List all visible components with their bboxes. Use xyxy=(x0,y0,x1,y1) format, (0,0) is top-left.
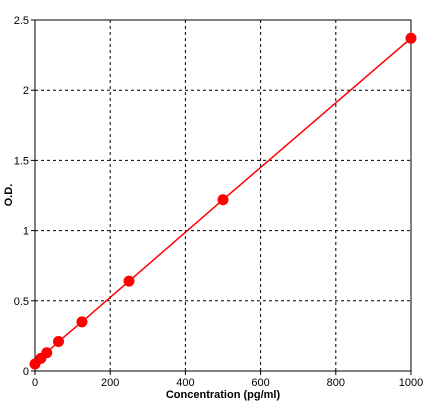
y-tick-label: 0.5 xyxy=(14,296,29,308)
data-point xyxy=(53,336,64,348)
y-axis: 0 0.5 1 1.5 2 2.5 xyxy=(14,15,35,378)
x-tick-label: 200 xyxy=(101,377,119,389)
data-point xyxy=(123,275,135,287)
x-axis: 0 200 400 600 800 1000 xyxy=(32,371,423,389)
y-tick-label: 1.5 xyxy=(14,155,29,167)
y-tick-label: 0 xyxy=(23,366,29,378)
data-point xyxy=(217,194,229,206)
y-tick-label: 1 xyxy=(23,226,29,238)
x-tick-label: 0 xyxy=(32,377,38,389)
data-point xyxy=(76,316,88,328)
x-tick-label: 1000 xyxy=(399,377,423,389)
x-tick-label: 400 xyxy=(176,377,194,389)
x-axis-title: Concentration (pg/ml) xyxy=(166,389,281,401)
x-tick-label: 800 xyxy=(327,377,345,389)
grid xyxy=(35,20,411,371)
x-tick-label: 600 xyxy=(251,377,269,389)
y-tick-label: 2 xyxy=(23,85,29,97)
data-point xyxy=(41,347,53,359)
data-point xyxy=(405,32,417,44)
y-axis-title: O.D. xyxy=(3,184,15,207)
y-tick-label: 2.5 xyxy=(14,15,29,27)
series xyxy=(29,32,417,370)
